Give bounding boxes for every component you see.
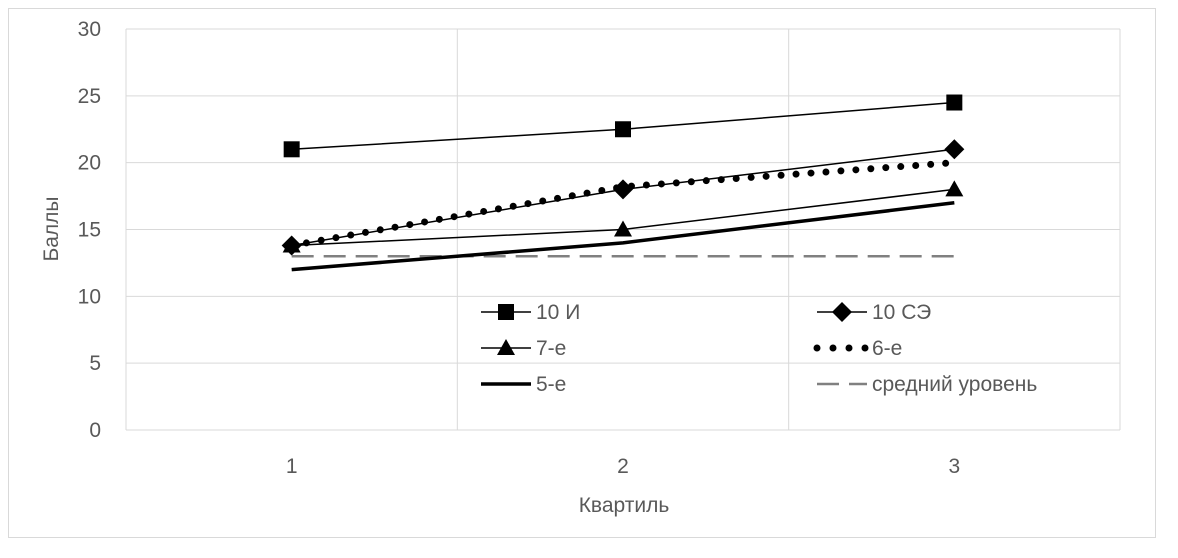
y-tick-label: 15 bbox=[78, 219, 101, 242]
y-tick-label: 30 bbox=[78, 18, 101, 41]
series-line-4 bbox=[291, 201, 955, 272]
legend: 10 И 10 СЭ 7-е 6-е 5-е средний уровень bbox=[481, 301, 1037, 396]
series-group bbox=[281, 94, 965, 272]
legend-label: 7-е bbox=[536, 337, 566, 360]
legend-marker bbox=[498, 304, 514, 320]
legend-entry: средний уровень bbox=[817, 373, 1037, 396]
grid bbox=[125, 28, 1121, 431]
x-axis-ticks: 1 2 3 bbox=[286, 455, 960, 478]
y-tick-label: 25 bbox=[78, 85, 101, 108]
data-point-1 bbox=[613, 179, 633, 200]
y-tick-label: 0 bbox=[89, 419, 101, 442]
y-axis-ticks: 0 5 10 15 20 25 30 bbox=[78, 18, 101, 442]
legend-marker bbox=[497, 339, 515, 355]
x-tick-label: 2 bbox=[617, 455, 629, 478]
y-tick-label: 20 bbox=[78, 152, 101, 175]
y-tick-label: 5 bbox=[89, 352, 101, 375]
legend-marker bbox=[832, 302, 852, 322]
legend-entry: 10 СЭ bbox=[817, 301, 931, 324]
x-axis-title: Квартиль bbox=[579, 494, 670, 517]
chart-frame bbox=[8, 8, 1156, 538]
data-point-1 bbox=[281, 235, 302, 256]
legend-label: 10 И bbox=[536, 301, 580, 324]
y-tick-label: 10 bbox=[78, 285, 101, 308]
legend-label: 6-е bbox=[872, 337, 902, 360]
data-point-1 bbox=[944, 139, 965, 160]
data-point-0 bbox=[615, 121, 631, 138]
legend-entry: 5-е bbox=[481, 373, 566, 396]
legend-entry: 6-е bbox=[813, 337, 902, 360]
data-point-2 bbox=[945, 180, 964, 197]
legend-label: 5-е bbox=[536, 373, 566, 396]
x-tick-label: 1 bbox=[286, 455, 298, 478]
series-line-3 bbox=[288, 159, 958, 250]
legend-label: 10 СЭ bbox=[872, 301, 931, 324]
data-point-0 bbox=[946, 94, 963, 111]
legend-entry: 10 И bbox=[481, 301, 580, 324]
data-point-0 bbox=[283, 141, 300, 158]
legend-entry: 7-е bbox=[481, 337, 566, 360]
y-axis-title: Баллы bbox=[40, 196, 63, 261]
x-tick-label: 3 bbox=[948, 455, 960, 478]
data-point-2 bbox=[614, 220, 632, 237]
legend-label: средний уровень bbox=[872, 373, 1037, 396]
